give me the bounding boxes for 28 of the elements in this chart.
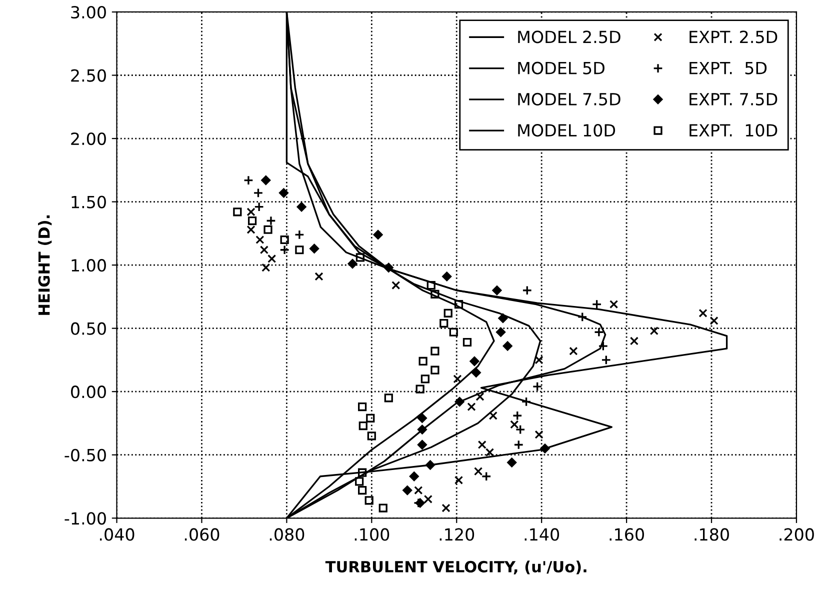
x-tick-label: .060 xyxy=(184,528,220,541)
y-tick-label: 0.00 xyxy=(71,386,106,398)
x-tick-label: .100 xyxy=(354,528,390,541)
y-tick-label: 1.00 xyxy=(72,259,106,272)
x-tick-label: .200 xyxy=(780,528,814,541)
legend-label: EXPT. 10D xyxy=(690,124,778,137)
y-tick-label: -0.50 xyxy=(64,448,106,462)
legend-label: MODEL 10D xyxy=(518,124,616,137)
x-tick-label: .080 xyxy=(270,528,304,541)
y-tick-label: 3.00 xyxy=(71,6,106,19)
x-tick-label: .160 xyxy=(610,528,644,541)
x-axis-title: TURBULENT VELOCITY, (u'/Uo). xyxy=(325,560,586,574)
legend-label: EXPT. 2.5D xyxy=(690,30,778,44)
legend-label: MODEL 7.5D xyxy=(518,92,620,106)
legend-label: EXPT. 5D xyxy=(690,62,767,74)
legend-label: EXPT. 7.5D xyxy=(690,93,778,106)
x-tick-label: .140 xyxy=(524,528,560,541)
y-axis-title: HEIGHT (D). xyxy=(38,215,52,315)
y-tick-label: -1.00 xyxy=(64,512,106,525)
x-tick-label: .040 xyxy=(100,528,134,541)
y-tick-label: 0.50 xyxy=(71,322,106,335)
x-tick-label: .180 xyxy=(694,528,729,541)
legend-label: MODEL 2.5D xyxy=(518,30,620,44)
y-tick-label: 2.50 xyxy=(71,69,106,82)
y-tick-label: 1.50 xyxy=(72,196,106,208)
legend-label: MODEL 5D xyxy=(518,62,604,74)
y-tick-label: 2.00 xyxy=(71,132,106,146)
x-tick-label: .120 xyxy=(440,528,474,541)
